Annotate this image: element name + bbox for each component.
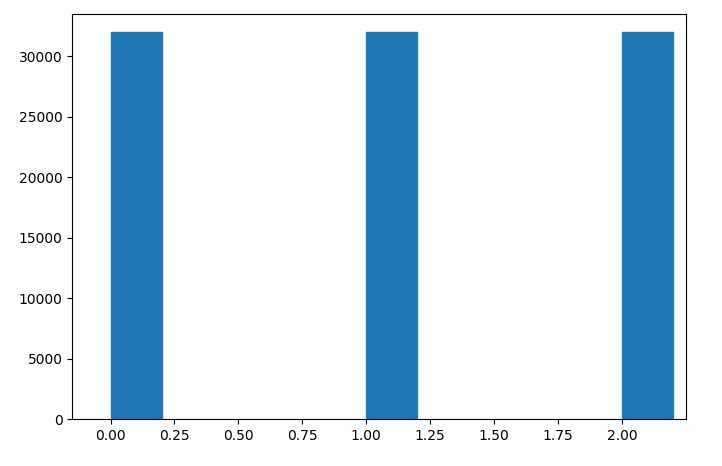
Bar	[366, 32, 417, 419]
Bar	[110, 32, 162, 419]
Bar	[622, 32, 673, 419]
